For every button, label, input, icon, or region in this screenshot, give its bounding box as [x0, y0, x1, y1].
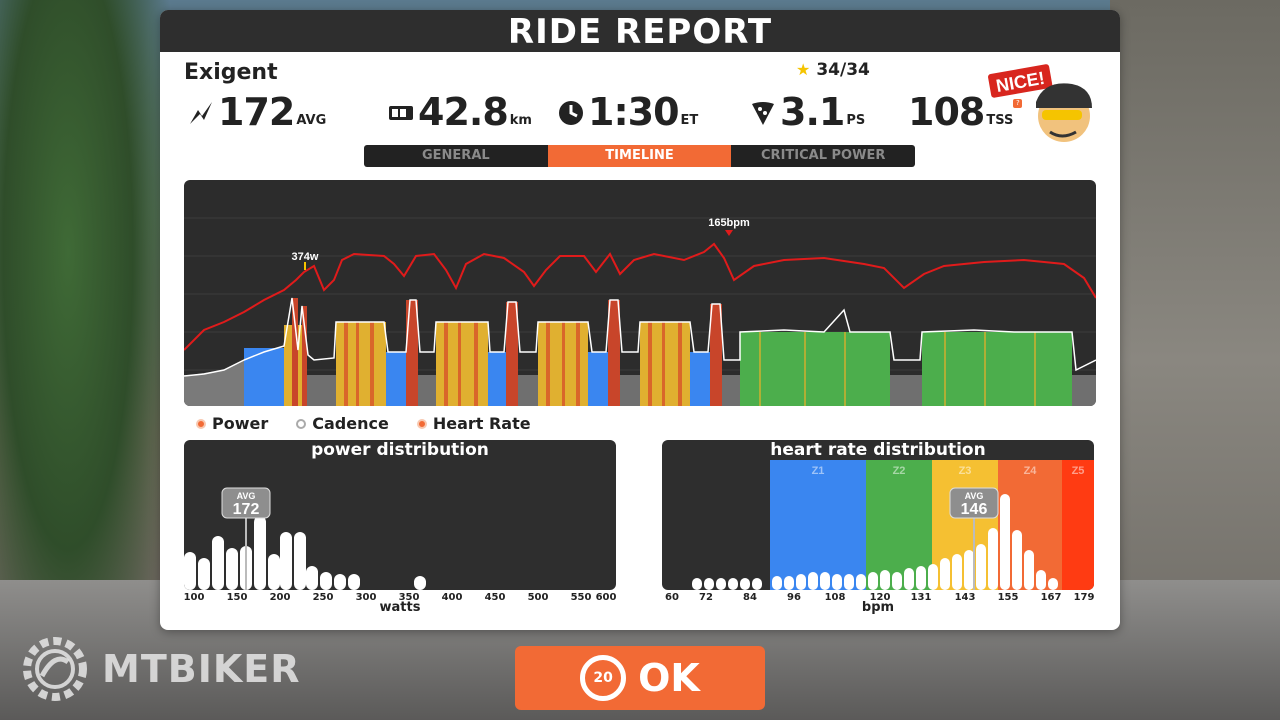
hr-distribution-svg: Z1 Z2 Z3 Z4 Z5 [692, 460, 1094, 590]
tab-general[interactable]: GENERAL [422, 148, 490, 163]
timeline-svg: 374w 165bpm [184, 217, 1096, 406]
tab-timeline[interactable]: TIMELINE [547, 145, 732, 167]
tss-value: 108 [908, 90, 985, 134]
stars-count: ★ 34/34 [796, 60, 870, 80]
distance-value: 42.8 [418, 90, 509, 134]
power-peak-label: 374w [292, 251, 319, 263]
stars-value: 34/34 [816, 60, 870, 80]
zone-z1-label: Z1 [812, 465, 825, 477]
power-bolt-icon [190, 102, 212, 124]
rider-name: Exigent [184, 60, 278, 85]
time-value: 1:30 [588, 90, 680, 134]
star-icon: ★ [796, 60, 811, 79]
zone-z4-label: Z4 [1024, 465, 1038, 477]
countdown-timer: 20 [580, 655, 627, 701]
watermark-text: MTBIKER [102, 647, 301, 691]
power-avg-value: 172 [233, 501, 260, 518]
power-axis: 100 150 200 250 300 350 400 450 500 550 … [183, 592, 617, 603]
clock-icon [559, 101, 583, 125]
stat-power: 172 AVG [188, 92, 326, 132]
drops-unit: PS [846, 113, 866, 128]
power-distribution-svg: AVG 172 [184, 487, 426, 590]
distance-unit: km [509, 113, 532, 128]
pizza-slice-icon [752, 102, 774, 125]
legend-cadence[interactable]: Cadence [296, 414, 389, 433]
legend-heart-rate[interactable]: Heart Rate [416, 414, 531, 433]
heart-rate-toggle-icon [416, 418, 427, 429]
watermark: MTBIKER [18, 632, 301, 706]
info-icon[interactable]: ? [1013, 99, 1023, 108]
ride-report-card: RIDE REPORT Exigent ★ 34/34 172 AVG 42.8 … [160, 10, 1120, 630]
legend-power[interactable]: Power [196, 414, 268, 433]
hr-peak-label: 165bpm [708, 217, 750, 229]
power-toggle-icon [196, 418, 206, 429]
cadence-toggle-icon [296, 418, 307, 429]
odometer-icon [389, 106, 413, 120]
timeline-chart[interactable]: 374w 165bpm [184, 180, 1096, 406]
tab-critical-power[interactable]: CRITICAL POWER [761, 148, 886, 163]
zone-z2-label: Z2 [893, 465, 906, 477]
stat-distance: 42.8 km [388, 92, 532, 132]
power-distribution-title: power distribution [311, 440, 489, 460]
zone-z3-label: Z3 [959, 465, 972, 477]
ok-label: OK [638, 656, 700, 700]
report-tabs: GENERAL TIMELINE CRITICAL POWER [364, 145, 915, 167]
ok-button[interactable]: 20 OK [515, 646, 765, 710]
stat-tss: 108 TSS ? [908, 90, 1023, 134]
hr-peak-marker [725, 230, 733, 236]
power-distribution-chart: AVG 172 [184, 440, 616, 590]
hr-avg-value: 146 [961, 501, 988, 518]
hr-axis-label: bpm [861, 600, 895, 615]
power-axis-label: watts [379, 600, 421, 615]
gear-logo-icon [23, 637, 87, 701]
stat-time: 1:30 ET [558, 92, 698, 132]
hr-distribution-chart: Z1 Z2 Z3 Z4 Z5 [662, 440, 1094, 590]
zone-z5-label: Z5 [1072, 465, 1085, 477]
page-title: RIDE REPORT [160, 10, 1120, 52]
chart-legend: Power Cadence Heart Rate [196, 414, 531, 433]
hr-axis: 60 72 84 96 108 120 131 143 155 167 179 [665, 592, 1095, 603]
power-value: 172 [218, 90, 295, 134]
drops-value: 3.1 [780, 90, 845, 134]
hr-avg-label: AVG [965, 491, 984, 501]
stat-drops: 3.1 PS [750, 92, 865, 132]
time-unit: ET [680, 113, 699, 128]
power-unit: AVG [296, 113, 327, 128]
hr-distribution-title: heart rate distribution [770, 440, 986, 460]
mascot-avatar: NICE! [986, 62, 1092, 142]
tss-unit: TSS [986, 113, 1014, 128]
power-avg-label: AVG [237, 491, 256, 501]
